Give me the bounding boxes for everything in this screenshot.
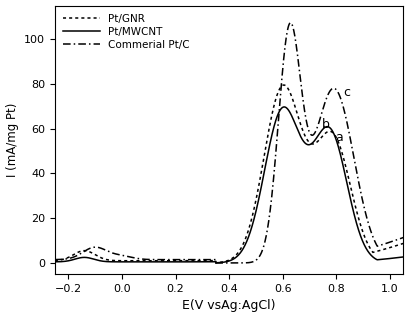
Text: c: c [343, 86, 350, 99]
X-axis label: E(V vsAg:AgCl): E(V vsAg:AgCl) [182, 300, 276, 313]
Text: a: a [335, 131, 343, 144]
Y-axis label: I (mA/mg Pt): I (mA/mg Pt) [6, 103, 18, 177]
Text: b: b [321, 118, 330, 131]
Legend: Pt/GNR, Pt/MWCNT, Commerial Pt/C: Pt/GNR, Pt/MWCNT, Commerial Pt/C [60, 11, 193, 53]
